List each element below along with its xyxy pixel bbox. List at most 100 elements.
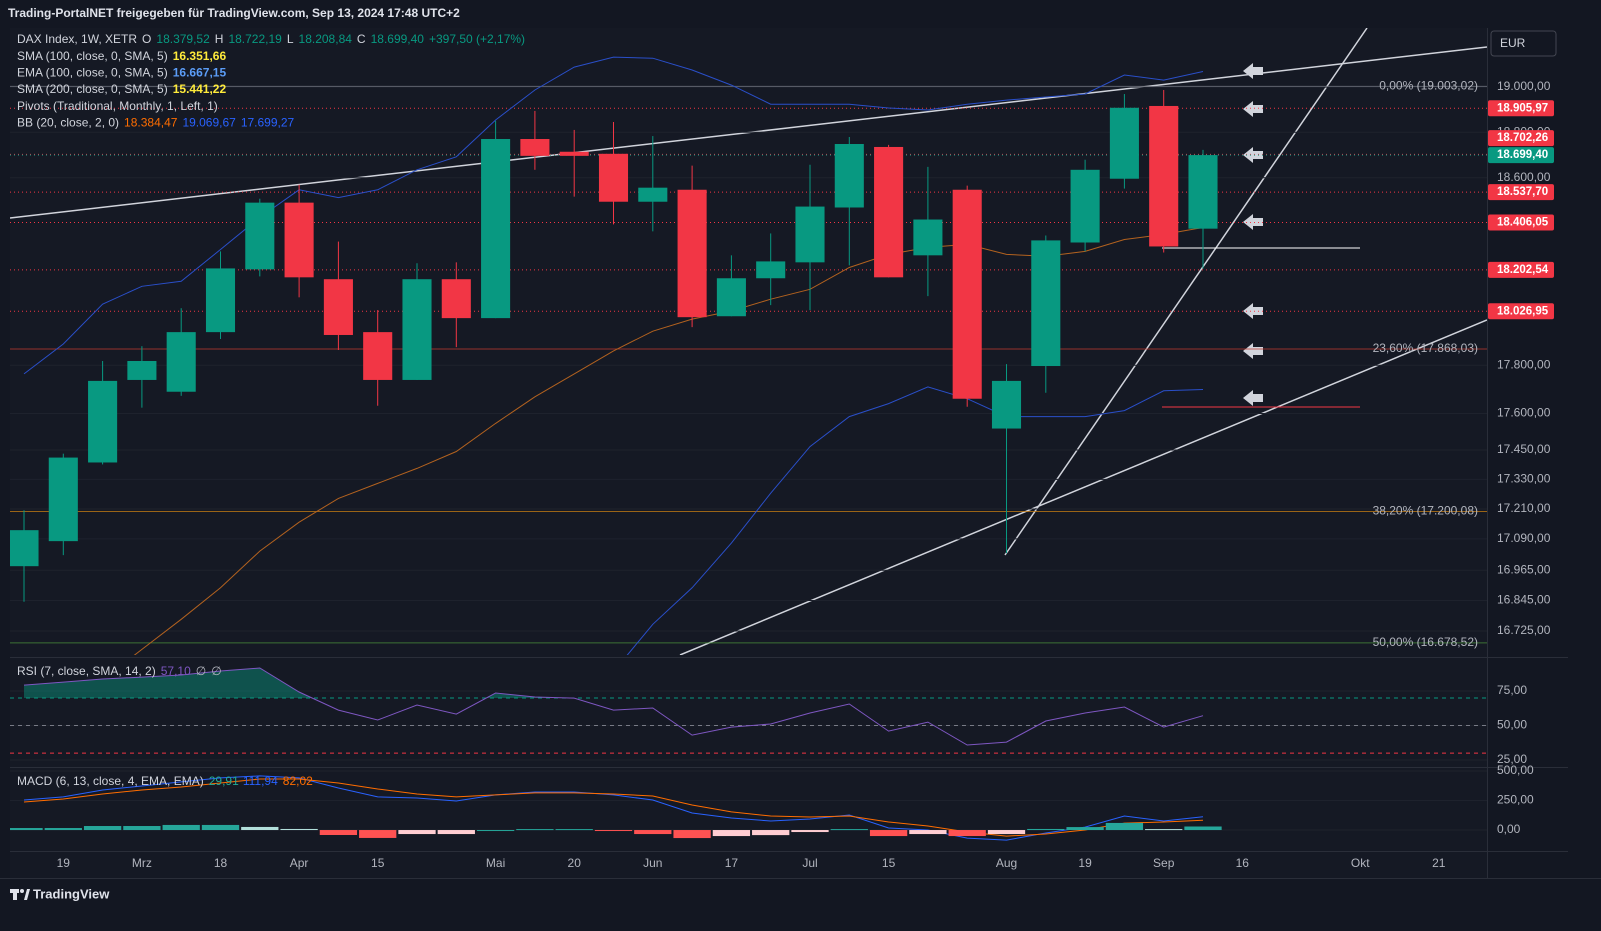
x-tick-label: Mrz <box>132 856 152 870</box>
histogram-bar <box>752 830 790 836</box>
logo-part <box>24 889 30 900</box>
candle-body <box>638 187 668 202</box>
y-tick-label: 19.000,00 <box>1497 79 1551 93</box>
arrow <box>1243 390 1263 406</box>
legend-value: 18.699,40 <box>371 32 425 46</box>
histogram-bar <box>830 829 868 831</box>
legend-line: EMA (100, close, 0, SMA, 5) 16.667,15 <box>17 66 226 80</box>
line <box>23 778 1204 837</box>
histogram-bar <box>359 830 397 838</box>
fib-label: 23,60% (17.868,03) <box>1373 341 1478 355</box>
price-tag-label: 18.406,05 <box>1497 217 1549 229</box>
price-tag-label: 18.702,26 <box>1497 132 1548 144</box>
arrow <box>1243 343 1263 359</box>
candle-body <box>952 189 982 399</box>
logo-part <box>20 889 24 893</box>
histogram-bar <box>594 830 633 832</box>
candle-body <box>559 151 589 156</box>
candle-body <box>245 202 275 270</box>
logo-part <box>13 889 17 900</box>
legend-key: L <box>287 32 294 46</box>
legend-value: 57,10 <box>161 664 191 678</box>
candle-body <box>284 202 314 278</box>
candle-body <box>834 144 864 208</box>
candle-body <box>205 268 236 333</box>
line <box>23 56 1204 375</box>
histogram-bar <box>437 830 475 835</box>
indicator-value: 19.069,67 <box>182 116 236 130</box>
y-tick-label: 18.600,00 <box>1497 170 1551 184</box>
price-tag-label: 18.905,97 <box>1497 102 1548 114</box>
price-tag <box>1488 184 1554 201</box>
y-tick-label: 16.965,00 <box>1497 562 1551 576</box>
indicator-value: 18.384,47 <box>124 116 178 130</box>
histogram-bar <box>123 826 161 831</box>
pane <box>10 770 1487 841</box>
fib-label: 50,00% (16.678,52) <box>1373 635 1478 649</box>
legend-value: ∅ <box>211 664 221 678</box>
candle-body <box>874 146 904 278</box>
line <box>626 386 1204 655</box>
candle-body <box>127 360 157 380</box>
histogram-bar <box>162 824 200 831</box>
indicator-name: EMA (100, close, 0, SMA, 5) <box>17 66 168 80</box>
arrow <box>1243 214 1263 230</box>
indicator-name: SMA (200, close, 0, SMA, 5) <box>17 82 168 96</box>
histogram-bar <box>398 830 436 835</box>
header: Trading-PortalNET freigegeben für Tradin… <box>8 6 460 20</box>
histogram-bar <box>1145 829 1183 831</box>
price-tag <box>1488 214 1554 231</box>
candle-body <box>1070 169 1100 243</box>
histogram-bar <box>516 829 554 831</box>
price-tag-label: 18.026,95 <box>1497 305 1549 317</box>
legend-line: SMA (200, close, 0, SMA, 5) 15.441,22 <box>17 82 226 96</box>
candle-body <box>1031 240 1061 367</box>
fib-label: 38,20% (17.200,08) <box>1373 504 1478 518</box>
candle-body <box>991 380 1022 429</box>
legend-title: DAX Index, 1W, XETR <box>17 32 137 46</box>
price-tag <box>1488 261 1554 278</box>
price-tag <box>1488 147 1554 164</box>
pane <box>10 56 1487 655</box>
indicator-name: Pivots (Traditional, Monthly, 1, Left, 1… <box>17 99 218 113</box>
candle-body <box>481 139 511 319</box>
legend-line: MACD (6, 13, close, 4, EMA, EMA) 29,91 111… <box>17 774 313 788</box>
indicator-value: 17.699,27 <box>241 116 295 130</box>
candle-body <box>441 279 471 319</box>
x-tick-label: Jun <box>643 856 662 870</box>
histogram-bar <box>319 830 358 835</box>
legend-value: 18.722,19 <box>228 32 282 46</box>
currency-button[interactable] <box>1490 30 1557 57</box>
candle-body <box>88 380 118 463</box>
y-tick-label: 500,00 <box>1497 763 1534 777</box>
candle-body <box>677 189 707 318</box>
x-tick-label: 16 <box>1236 856 1250 870</box>
histogram-bar <box>555 829 593 831</box>
overbought-fill <box>24 668 1203 698</box>
pane <box>10 667 1487 761</box>
x-tick-label: 19 <box>57 856 71 870</box>
candle-body <box>48 457 78 542</box>
histogram-bar <box>712 830 751 837</box>
legend-value: 18.208,84 <box>299 32 353 46</box>
x-tick-label: Jul <box>802 856 817 870</box>
legend-title: MACD (6, 13, close, 4, EMA, EMA) <box>17 774 204 788</box>
x-tick-label: Sep <box>1153 856 1175 870</box>
candle-body <box>520 139 550 156</box>
x-tick-label: 15 <box>882 856 896 870</box>
histogram-bar <box>280 828 318 831</box>
y-tick-label: 17.210,00 <box>1497 501 1551 515</box>
footer-logo <box>10 889 30 900</box>
candle-body <box>166 332 196 392</box>
indicator-value: 16.667,15 <box>173 66 227 80</box>
candle-body <box>323 279 353 335</box>
histogram-bar <box>1066 827 1104 831</box>
x-tick-label: 18 <box>214 856 228 870</box>
x-tick-label: 21 <box>1432 856 1446 870</box>
currency[interactable]: EUR <box>1500 36 1526 50</box>
line <box>133 227 1204 655</box>
y-tick-label: 17.800,00 <box>1497 357 1551 371</box>
legend-key: O <box>142 32 151 46</box>
